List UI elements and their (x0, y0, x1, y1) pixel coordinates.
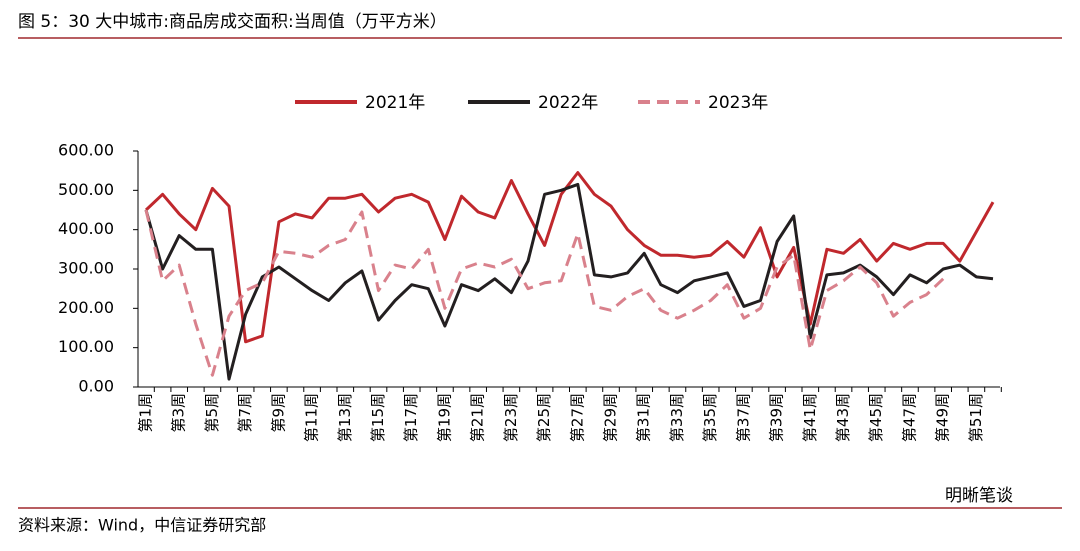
x-tick-label: 第39周 (768, 393, 786, 442)
x-tick-label: 第3周 (170, 393, 188, 433)
x-tick-label: 第45周 (867, 393, 885, 442)
x-tick-label: 第43周 (834, 393, 852, 442)
x-tick-label: 第37周 (734, 393, 752, 442)
x-tick-label: 第49周 (934, 393, 952, 442)
watermark: 明晰笔谈 (945, 486, 1013, 506)
x-tick-label: 第51周 (967, 393, 985, 442)
source: 资料来源：Wind，中信证券研究部 (18, 516, 266, 535)
line-series (144, 171, 995, 344)
x-tick-label: 第1周 (137, 393, 155, 433)
x-tick-label: 第15周 (369, 393, 387, 442)
x-tick-label: 第19周 (435, 393, 453, 442)
x-tick-label: 第13周 (336, 393, 354, 442)
line-series (144, 182, 994, 381)
legend-label: 2022年 (538, 93, 598, 113)
x-tick-label: 第17周 (402, 393, 420, 442)
x-tick-label: 第25周 (535, 393, 553, 442)
y-tick-label: 0.00 (78, 377, 114, 396)
x-tick-label: 第21周 (469, 393, 487, 442)
y-tick-label: 400.00 (58, 219, 114, 238)
chart-title: 图 5：30 大中城市:商品房成交面积:当周值（万平方米） (18, 12, 447, 32)
x-tick-label: 第5周 (203, 393, 221, 433)
x-tick-label: 第29周 (602, 393, 620, 442)
x-tick-label: 第35周 (701, 393, 719, 442)
y-tick-label: 100.00 (58, 337, 114, 356)
y-tick-label: 200.00 (58, 298, 114, 317)
x-tick-label: 第33周 (668, 393, 686, 442)
x-tick-label: 第47周 (900, 393, 918, 442)
x-tick-label: 第7周 (236, 393, 254, 433)
x-tick-label: 第9周 (269, 393, 287, 433)
line-series (144, 209, 945, 377)
legend-label: 2023年 (708, 93, 768, 113)
x-tick-label: 第41周 (801, 393, 819, 442)
x-tick-label: 第11周 (303, 393, 321, 442)
y-tick-label: 500.00 (58, 180, 114, 199)
y-tick-label: 600.00 (58, 141, 114, 160)
legend-label: 2021年 (365, 93, 425, 113)
x-tick-label: 第23周 (502, 393, 520, 442)
x-tick-label: 第27周 (568, 393, 586, 442)
x-tick-label: 第31周 (635, 393, 653, 442)
y-tick-label: 300.00 (58, 259, 114, 278)
